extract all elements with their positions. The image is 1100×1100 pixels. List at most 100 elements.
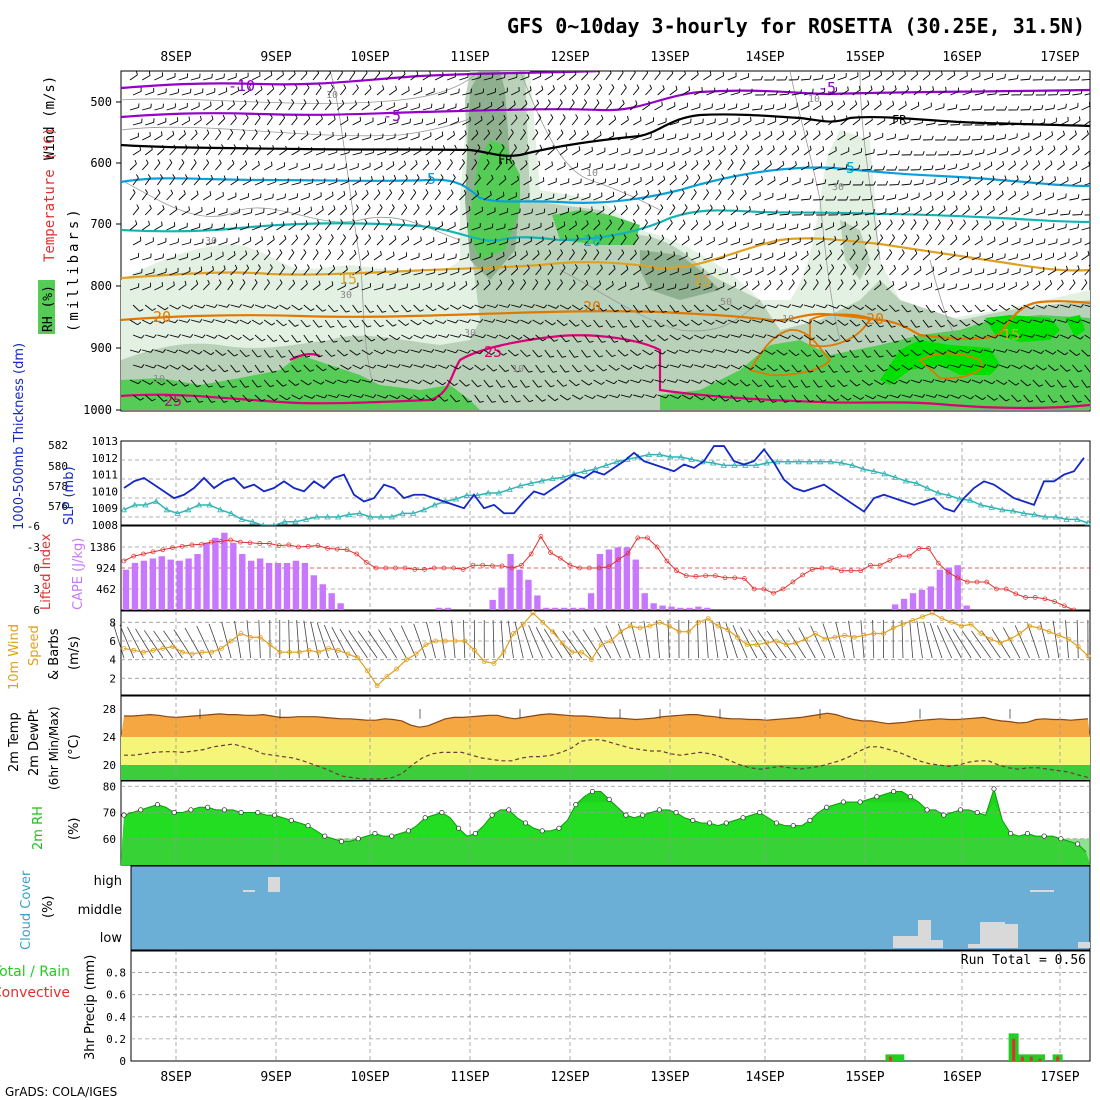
li-point [693,574,699,579]
wind-barb [154,162,161,171]
wind-barb-flag [833,115,836,120]
wind10m-point [696,619,701,625]
wind-barb-flag [380,101,383,106]
wind-barb-flag [222,114,226,119]
wind-barb [657,238,665,246]
wind-barb [523,334,532,341]
wind-barb [364,394,374,399]
wind-barb-flag [677,395,682,399]
wind-barb [840,213,850,216]
wind-barb-flag [602,308,607,312]
wind-barb-flag [244,385,250,388]
wind-barb [666,222,673,231]
wind-barb-flag [1007,120,1010,125]
wind-barb [202,379,210,388]
wind-barb-flag [763,334,767,338]
wind-barb-flag [930,352,935,356]
wind-barb-flag [954,234,958,239]
precip-tick: 0.6 [106,989,126,1002]
wind-barb-flag [345,340,351,343]
wind-barb-flag [468,206,471,211]
wind-barb [632,334,640,343]
wind-barb-flag [272,145,275,150]
wind-barb [922,73,931,81]
wind-barb [276,165,285,171]
wind10m-point [725,627,731,633]
cape-tick: 462 [96,583,116,596]
wind-barb [254,181,264,186]
wind-barb-flag [273,339,278,342]
wind-barb [547,148,555,156]
wind-barb [828,267,835,276]
wind-barb-flag [847,86,849,91]
wind-barb [401,364,411,368]
wind-barb [986,394,995,401]
pressure-tick: 1000 [83,403,112,417]
cape-bar [614,547,622,610]
wind-barb-flag [927,250,931,255]
wind-barb-flag [563,323,568,327]
wind-barb [462,394,469,403]
wind-barb-flag [648,100,651,105]
wind-barb [715,107,725,111]
wind-barb [300,102,307,111]
wind-barb-flag [463,189,467,194]
wind-barb [218,147,224,156]
wind-barb-flag [444,399,449,402]
wind-barb [754,270,764,276]
wind-barb-flag [836,210,840,215]
wind-barb [962,364,972,368]
wind-barb [361,253,370,261]
rh2m-point [556,825,562,831]
wind-barb [678,319,687,327]
wind-barb-flag [552,145,555,150]
wind-barb [190,256,200,261]
wind-barb-flag [352,219,356,223]
wind-barb [303,394,313,399]
wind-barb [511,212,520,216]
rh2m-point [472,830,478,837]
wind-barb [678,136,688,141]
wind-barb [556,197,566,201]
wind10m-point [920,614,925,620]
wind-barb-flag [1077,319,1081,324]
wind-barb-flag [760,350,764,355]
wind-barb-flag [806,250,809,255]
wind-barb-flag [787,303,792,308]
wind-barb [593,379,602,385]
wind-barb [962,239,970,246]
wind10m-point [296,649,302,655]
wind-barb-flag [389,189,393,194]
wind-barb-flag [577,370,582,373]
label-minus10: -10 [228,77,255,95]
wind10m-point [248,634,253,640]
wind-barb [828,118,836,126]
wind-barb-flag [890,219,893,224]
wind-barb-flag [575,114,579,119]
wind-barb [523,364,530,373]
wind-barb [962,271,972,276]
wind-barb-flag [1086,386,1090,388]
wind-barb [169,209,178,216]
wind-barb [181,334,191,338]
wind-barb [950,304,957,313]
thickness-point [720,462,728,468]
cape-bar [337,603,344,610]
wind-barb [812,379,819,388]
wind-barb-flag [475,129,479,134]
wind-barb-flag [650,378,654,383]
wind-barb [584,87,591,96]
thickness-point [410,510,417,516]
wind-barb-flag [299,396,303,400]
wind-barb [425,334,435,339]
wind-barb [471,283,479,291]
wind-barb [861,319,869,327]
pressure-tick: 700 [90,217,112,231]
wind-barb [693,177,701,186]
wind-barb-flag [537,250,540,255]
wind-barb [852,89,861,96]
wind-barb [620,268,629,276]
wind-barb [974,92,984,96]
wind-barb-flag [893,264,897,269]
wind-barb [145,121,154,126]
